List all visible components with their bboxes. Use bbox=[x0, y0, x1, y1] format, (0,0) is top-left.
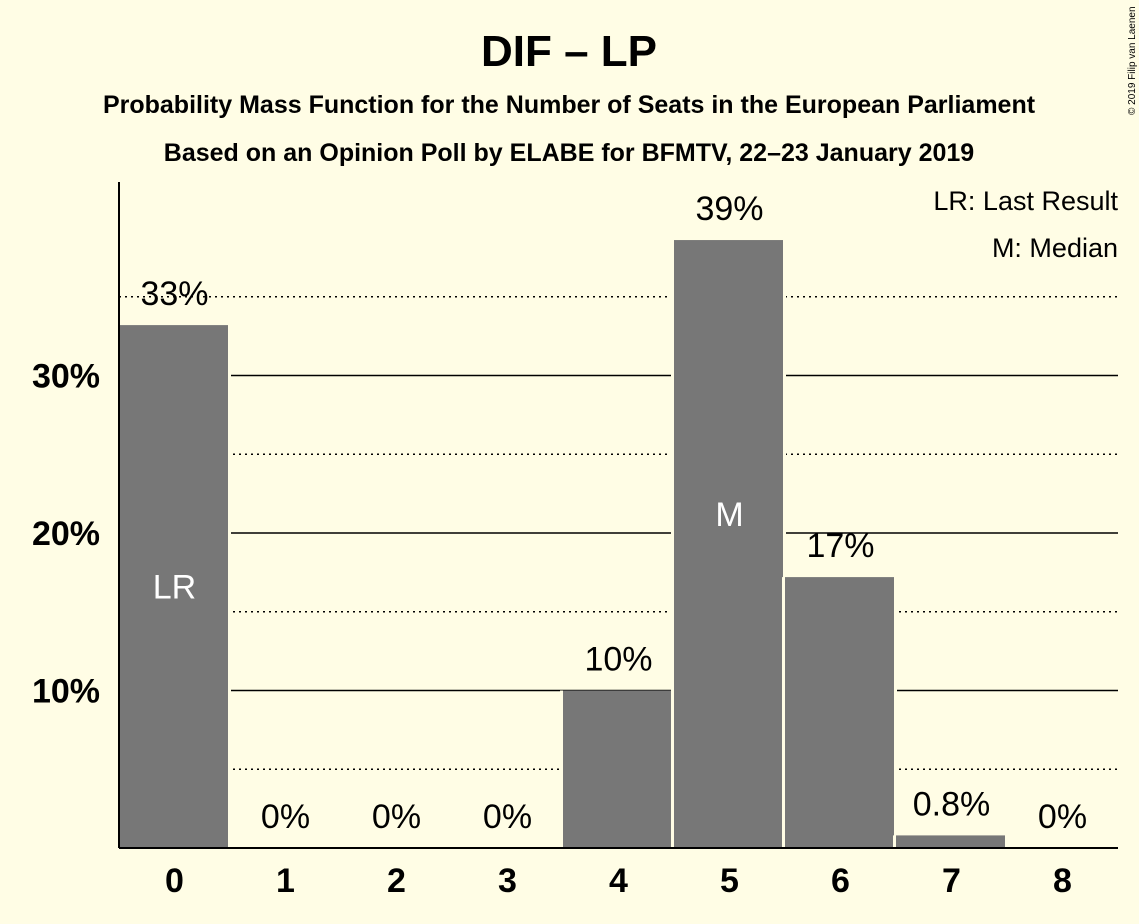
bar bbox=[674, 240, 783, 849]
x-tick-label: 3 bbox=[498, 862, 517, 900]
x-tick-label: 6 bbox=[831, 862, 850, 900]
x-tick-label: 4 bbox=[609, 862, 628, 900]
y-tick-label: 20% bbox=[32, 515, 100, 553]
x-tick-label: 5 bbox=[720, 862, 739, 900]
x-tick-label: 2 bbox=[387, 862, 406, 900]
bar bbox=[563, 690, 672, 848]
chart-subtitle-line-1: Probability Mass Function for the Number… bbox=[103, 91, 1036, 119]
x-tick-label: 7 bbox=[942, 862, 961, 900]
data-label: 39% bbox=[695, 190, 763, 228]
data-label: 33% bbox=[140, 275, 208, 313]
copyright-notice: © 2019 Filip van Laenen bbox=[1127, 6, 1138, 115]
chart-title: DIF – LP bbox=[481, 27, 657, 76]
last-result-marker: LR bbox=[153, 569, 196, 607]
y-tick-label: 30% bbox=[32, 358, 100, 396]
x-tick-label: 1 bbox=[276, 862, 295, 900]
data-label: 0.8% bbox=[913, 785, 991, 823]
data-label: 0% bbox=[372, 798, 421, 836]
data-label: 0% bbox=[261, 798, 310, 836]
data-label: 17% bbox=[806, 527, 874, 565]
data-label: 10% bbox=[584, 641, 652, 679]
x-tick-label: 8 bbox=[1053, 862, 1072, 900]
labels: 33% 0% 0% 0% 10% 39% 17% 0.8% 0% LR M bbox=[140, 190, 1087, 836]
data-label: 0% bbox=[483, 798, 532, 836]
bar bbox=[896, 835, 1005, 848]
data-label: 0% bbox=[1038, 798, 1087, 836]
legend-last-result: LR: Last Result bbox=[933, 186, 1118, 216]
x-tick-label: 0 bbox=[165, 862, 184, 900]
legend-median: M: Median bbox=[992, 233, 1118, 263]
bar bbox=[785, 577, 894, 848]
chart-subtitle-line-2: Based on an Opinion Poll by ELABE for BF… bbox=[164, 139, 974, 167]
y-tick-label: 10% bbox=[32, 673, 100, 711]
bars bbox=[116, 240, 1008, 849]
bar bbox=[119, 325, 228, 849]
median-marker: M bbox=[715, 496, 743, 534]
axes: 10% 20% 30% 0 1 2 3 4 5 6 7 8 bbox=[32, 182, 1118, 900]
